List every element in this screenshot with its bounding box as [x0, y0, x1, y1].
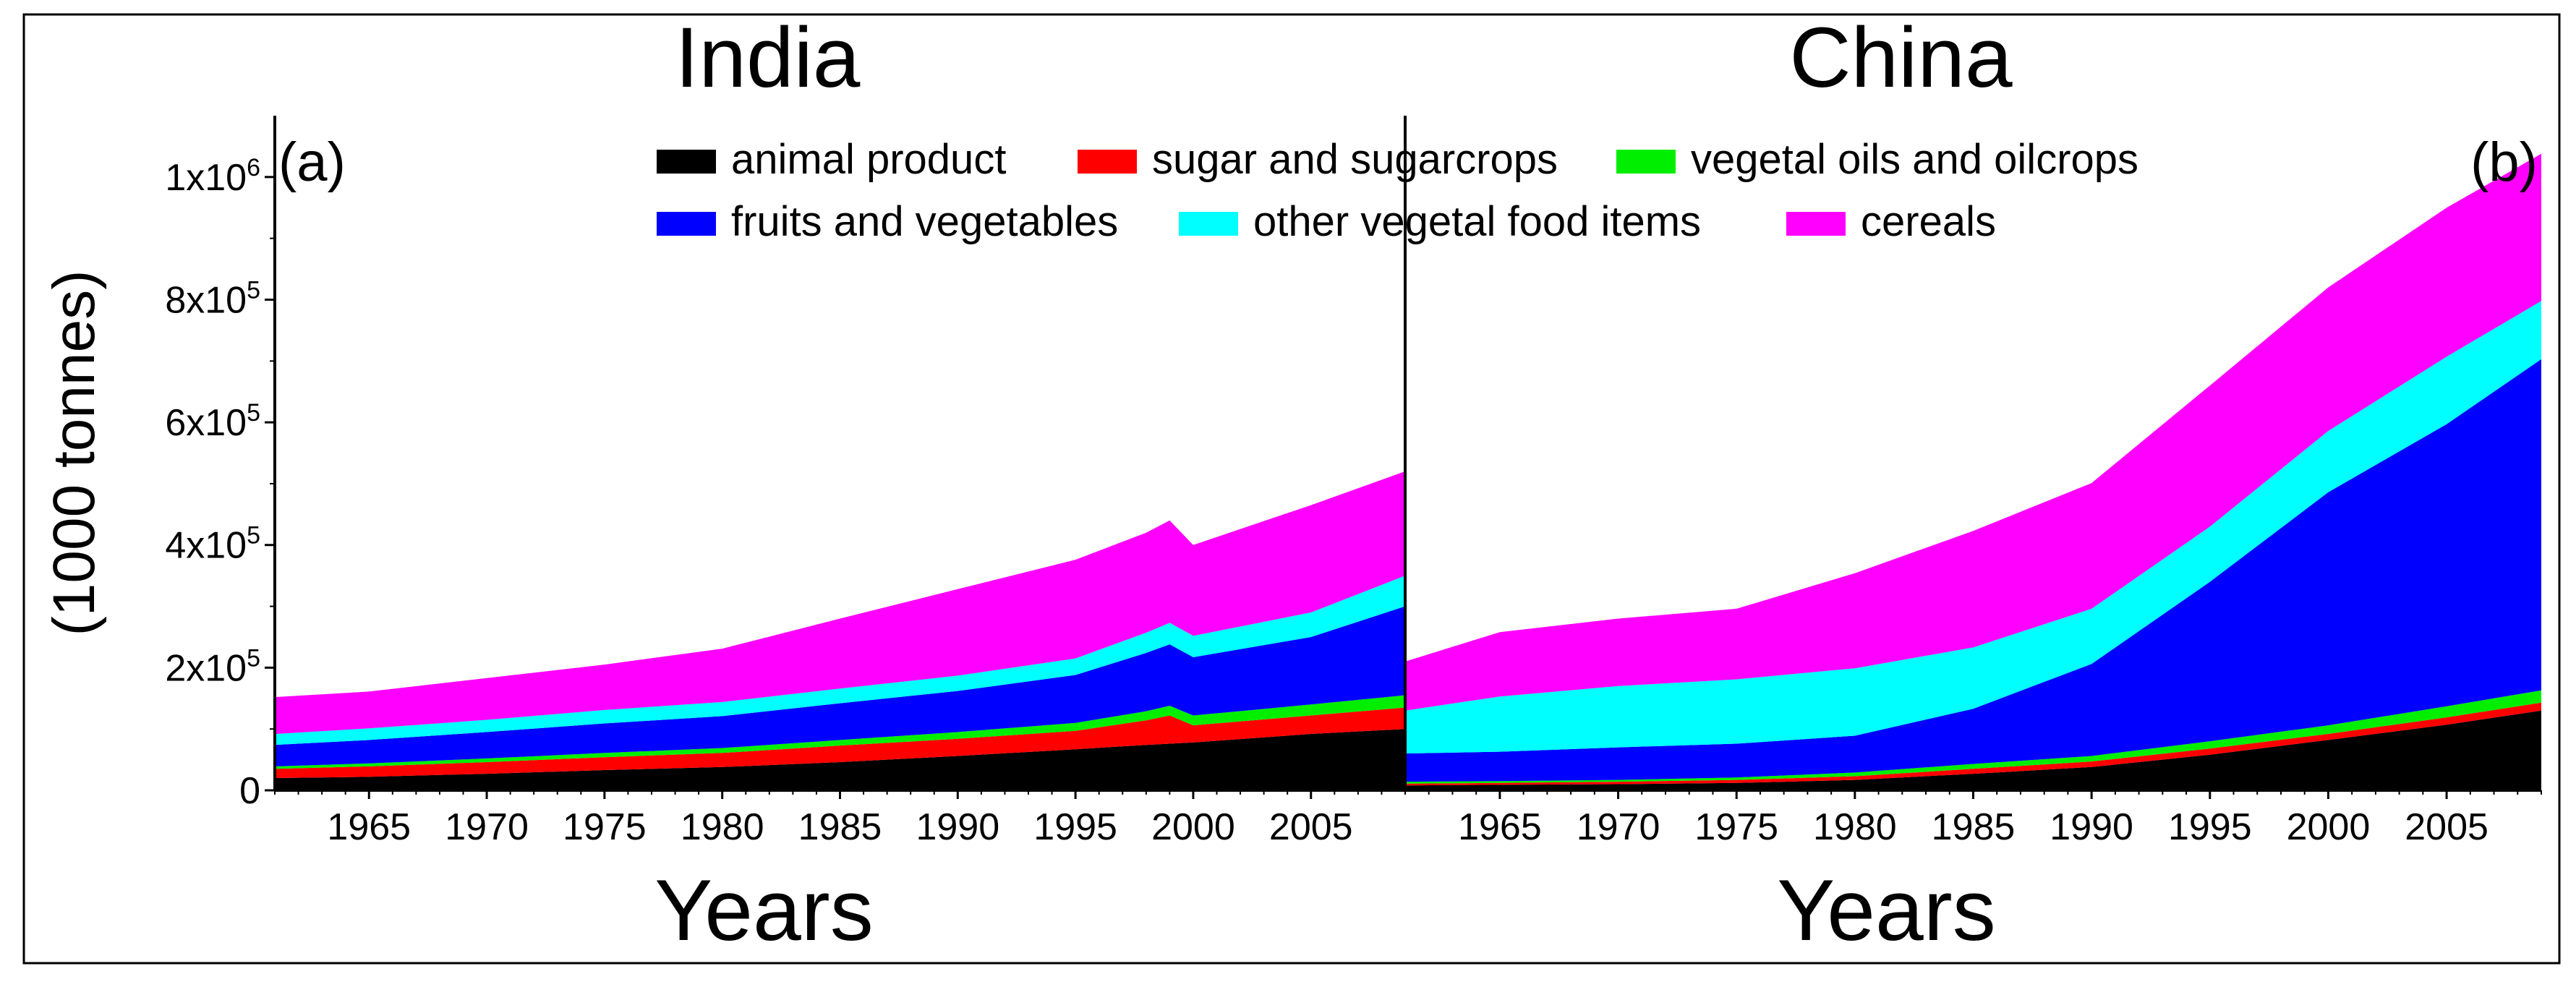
x-tick-label: 1980: [1813, 806, 1897, 848]
y-tick-label: 8x105: [165, 276, 260, 321]
area-fruits-and-vegetables: [1405, 359, 2541, 782]
x-tick-label: 1980: [681, 806, 764, 848]
x-tick-label: 2000: [2287, 806, 2371, 848]
legend-item: cereals: [1786, 198, 1996, 245]
x-tick-label: 1975: [1694, 806, 1778, 848]
legend-label: fruits and vegetables: [731, 198, 1118, 245]
x-tick-label: 1970: [1577, 806, 1660, 848]
panel-title: India: [675, 10, 861, 106]
x-tick-label: 1995: [1033, 806, 1117, 848]
x-tick-label: 1985: [798, 806, 882, 848]
x-tick-label: 1975: [563, 806, 647, 848]
area-fruits-and-vegetables: [275, 606, 1405, 766]
x-tick-label: 2005: [2405, 806, 2488, 848]
x-axis-title: Years: [1777, 862, 1995, 959]
panel-label: (a): [278, 132, 346, 193]
legend-swatch: [657, 150, 716, 174]
area-other-vegetal-food-items: [275, 576, 1405, 745]
area-sugar-and-sugarcrops: [275, 707, 1405, 778]
legend-label: animal product: [731, 136, 1006, 183]
legend: animal product sugar and sugarcrops vegeta…: [657, 136, 2138, 245]
x-tick-label: 1970: [445, 806, 529, 848]
y-tick-label: 0: [239, 770, 260, 812]
panel-china: 1965 1970 1975 1980 1985 1990 1995 2000 2005 Chin…: [1404, 10, 2542, 959]
area-animal-product: [275, 729, 1405, 790]
x-tick-label: 1965: [1458, 806, 1542, 848]
x-tick-label: 1995: [2168, 806, 2252, 848]
area-vegetal-oils-and-oilcrops: [1405, 690, 2541, 784]
x-axis-title: Years: [654, 862, 873, 959]
legend-item: other vegetal food items: [1179, 198, 1701, 245]
x-tick-label: 1985: [1932, 806, 2016, 848]
legend-swatch: [657, 212, 716, 236]
x-tick-label: 1965: [327, 806, 411, 848]
area-other-vegetal-food-items: [1405, 301, 2541, 754]
legend-label: other vegetal food items: [1253, 198, 1701, 245]
area-cereals: [275, 471, 1405, 734]
area-cereals: [1405, 153, 2541, 711]
legend-swatch: [1078, 150, 1137, 174]
legend-label: sugar and sugarcrops: [1152, 136, 1558, 183]
legend-swatch: [1179, 212, 1238, 236]
y-tick-label: 4x105: [165, 522, 260, 567]
legend-swatch: [1786, 212, 1846, 236]
y-axis-title: (1000 tonnes): [41, 270, 107, 636]
y-tick-label: 1x106: [165, 154, 260, 199]
legend-label: cereals: [1861, 198, 1996, 245]
x-tick-label: 1990: [916, 806, 999, 848]
panel-label: (b): [2470, 132, 2538, 193]
legend-item: fruits and vegetables: [657, 198, 1118, 245]
legend-swatch: [1616, 150, 1676, 174]
legend-item: sugar and sugarcrops: [1078, 136, 1558, 183]
y-tick-label: 2x105: [165, 644, 260, 689]
x-tick-label: 2005: [1269, 806, 1353, 848]
y-tick-label: 6x105: [165, 399, 260, 444]
x-tick-label: 1990: [2050, 806, 2133, 848]
x-tick-label: 2000: [1151, 806, 1235, 848]
panel-india: 1965 1970 1975 1980 1985 1990 1995 2000 2005 0 2x1…: [41, 10, 1406, 959]
area-animal-product: [1405, 710, 2541, 790]
legend-label: vegetal oils and oilcrops: [1691, 136, 2138, 183]
panel-title: China: [1789, 10, 2013, 106]
legend-item: vegetal oils and oilcrops: [1616, 136, 2138, 183]
legend-item: animal product: [657, 136, 1006, 183]
figure-border: [22, 13, 2561, 965]
